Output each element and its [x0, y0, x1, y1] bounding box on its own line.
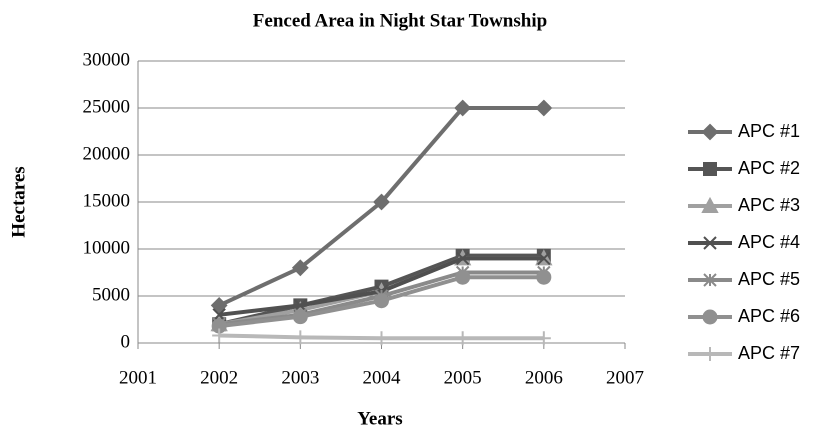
- marker: [536, 331, 551, 346]
- marker: [374, 293, 389, 309]
- chart-title: Fenced Area in Night Star Township: [253, 10, 547, 31]
- y-tick-label: 25000: [83, 96, 131, 117]
- x-axis-label: Years: [357, 408, 402, 429]
- marker: [373, 193, 390, 211]
- x-tick-label: 2002: [200, 367, 238, 388]
- legend-marker: [703, 273, 717, 287]
- y-tick-label: 15000: [83, 190, 131, 211]
- legend-marker: [703, 236, 717, 250]
- marker: [455, 331, 470, 346]
- marker: [293, 330, 308, 345]
- x-tick-label: 2006: [525, 367, 563, 388]
- y-axis-label: Hectares: [8, 166, 29, 237]
- legend-label: APC #4: [738, 232, 800, 252]
- y-tick-label: 30000: [83, 49, 131, 70]
- marker: [454, 99, 472, 117]
- legend-label: APC #5: [738, 269, 800, 289]
- y-tick-label: 0: [121, 331, 131, 352]
- legend-label: APC #1: [738, 121, 800, 141]
- marker: [537, 251, 551, 266]
- marker: [212, 328, 227, 343]
- legend-label: APC #3: [738, 195, 800, 215]
- legend-label: APC #7: [738, 343, 800, 363]
- y-tick-label: 5000: [92, 284, 130, 305]
- y-tick-label: 10000: [83, 237, 131, 258]
- y-tick-label: 20000: [83, 143, 131, 164]
- legend-label: APC #6: [738, 306, 800, 326]
- x-tick-label: 2007: [606, 367, 644, 388]
- marker: [535, 99, 553, 117]
- legend-marker: [701, 123, 719, 141]
- x-tick-label: 2003: [281, 367, 319, 388]
- legend-marker: [701, 196, 719, 213]
- legend-label: APC #2: [738, 158, 800, 178]
- x-tick-label: 2004: [363, 367, 402, 388]
- marker: [374, 331, 389, 346]
- marker: [455, 251, 470, 266]
- marker: [292, 309, 308, 325]
- legend-marker: [703, 162, 717, 176]
- marker: [536, 269, 552, 285]
- x-tick-label: 2001: [119, 367, 157, 388]
- x-tick-label: 2005: [444, 367, 482, 388]
- marker: [455, 269, 471, 285]
- legend-marker: [702, 309, 718, 325]
- marker: [210, 296, 228, 314]
- legend-marker: [703, 347, 717, 361]
- marker: [291, 259, 309, 277]
